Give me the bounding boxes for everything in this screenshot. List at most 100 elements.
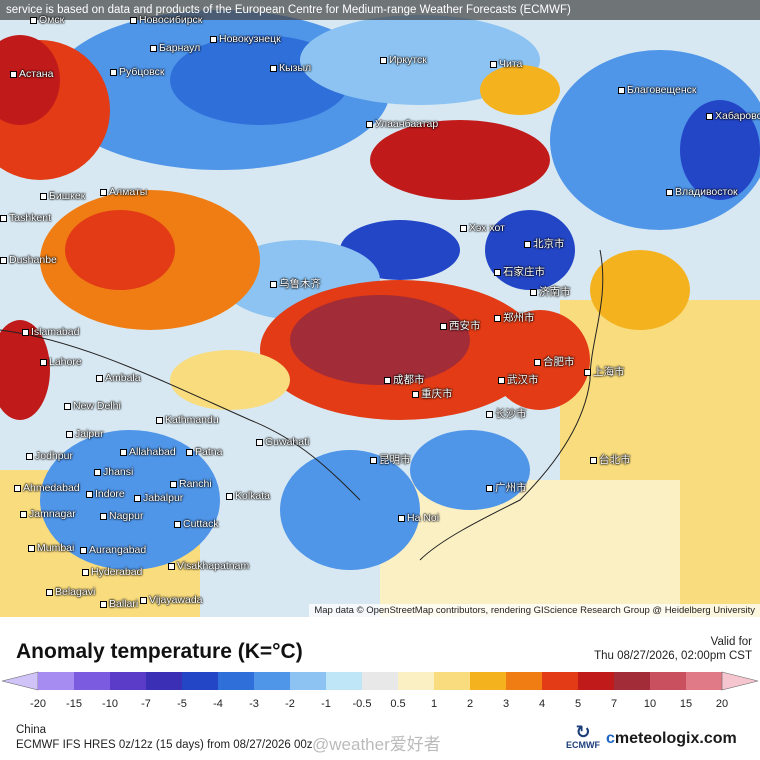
city-label: Ballari — [100, 598, 138, 610]
city-marker-icon — [28, 544, 35, 552]
city-marker-icon — [80, 546, 87, 554]
scale-tick-label: 20 — [715, 698, 729, 710]
city-marker-icon — [26, 452, 33, 460]
city-label: Belagavi — [46, 586, 95, 598]
model-run-info: ECMWF IFS HRES 0z/12z (15 days) from 08/… — [16, 739, 313, 751]
city-marker-icon — [256, 438, 263, 446]
city-marker-icon — [174, 520, 181, 528]
ecmwf-logo-icon: ↻ — [575, 722, 591, 742]
city-label: Dushanbe — [0, 254, 57, 266]
scale-tick-label: 3 — [502, 698, 510, 710]
anomaly-map-canvas — [0, 0, 760, 617]
city-marker-icon — [170, 480, 177, 488]
city-label: Хабаровск — [706, 110, 760, 122]
city-marker-icon — [64, 402, 71, 410]
city-label: Алматы — [100, 186, 147, 198]
city-label: Hyderabad — [82, 566, 142, 578]
india-cold — [40, 430, 220, 570]
tibet-mild — [170, 350, 290, 410]
city-marker-icon — [156, 416, 163, 424]
city-label: 成都市 — [384, 372, 425, 387]
scale-swatch — [146, 672, 182, 690]
city-label: Омск — [30, 14, 64, 26]
city-marker-icon — [82, 568, 89, 576]
scale-swatch — [74, 672, 110, 690]
legend-title: Anomaly temperature (K=°C) — [16, 640, 303, 663]
city-marker-icon — [66, 430, 73, 438]
scale-swatch — [650, 672, 686, 690]
city-marker-icon — [46, 588, 53, 596]
city-marker-icon — [524, 240, 531, 248]
city-label: Indore — [86, 488, 125, 500]
far-east-colder — [680, 100, 760, 200]
color-scale-bar — [1, 671, 759, 691]
scale-tick-label: -20 — [30, 698, 46, 710]
city-marker-icon — [140, 596, 147, 604]
scale-swatch — [434, 672, 470, 690]
beijing-cold — [485, 210, 575, 290]
city-label: 郑州市 — [494, 310, 535, 325]
valid-label: Valid for — [710, 636, 752, 648]
meteologix-brand-name: meteologix.com — [614, 730, 737, 747]
city-label: Ahmedabad — [14, 482, 80, 494]
chita-warm — [480, 65, 560, 115]
city-marker-icon — [22, 328, 29, 336]
city-label: Jodhpur — [26, 450, 73, 462]
city-marker-icon — [440, 322, 447, 330]
central-china-hot — [290, 295, 470, 385]
scale-swatch — [110, 672, 146, 690]
himalaya-border — [0, 329, 361, 501]
meteologix-brand[interactable]: cmeteologix.com — [606, 730, 737, 748]
city-marker-icon — [110, 68, 117, 76]
scale-tick-label: 7 — [610, 698, 618, 710]
city-marker-icon — [86, 490, 93, 498]
south-sea-anomaly — [380, 480, 680, 617]
city-label: 西安市 — [440, 318, 481, 333]
city-marker-icon — [120, 448, 127, 456]
scale-swatch — [578, 672, 614, 690]
city-marker-icon — [20, 510, 27, 518]
city-label: Vijayawada — [140, 594, 203, 606]
scale-tick-label: 0.5 — [390, 698, 406, 710]
city-label: Ha Noi — [398, 512, 439, 524]
city-label: Jabalpur — [134, 492, 183, 504]
city-marker-icon — [498, 376, 505, 384]
scale-tick-label: 4 — [538, 698, 546, 710]
city-label: Allahabad — [120, 446, 176, 458]
scale-arrow-high — [721, 671, 759, 691]
scale-tick-label: -5 — [177, 698, 187, 710]
kazakh-hot — [0, 35, 60, 125]
region-label: China — [16, 724, 47, 736]
city-marker-icon — [210, 35, 217, 43]
city-label: Чита — [490, 58, 522, 70]
scale-tick-label: -7 — [141, 698, 151, 710]
city-marker-icon — [10, 70, 17, 78]
anomaly-map[interactable]: service is based on data and products of… — [0, 0, 760, 617]
city-label: 上海市 — [584, 364, 625, 379]
city-marker-icon — [666, 188, 673, 196]
city-label: Guwahati — [256, 436, 309, 448]
scale-swatch — [362, 672, 398, 690]
city-marker-icon — [486, 410, 493, 418]
city-label: New Delhi — [64, 400, 121, 412]
city-marker-icon — [384, 376, 391, 384]
city-marker-icon — [94, 468, 101, 476]
watermark: @weather爱好者 — [312, 735, 441, 754]
city-label: Patna — [186, 446, 222, 458]
baikal-cool — [300, 15, 540, 105]
city-label: Владивосток — [666, 186, 738, 198]
city-label: Mumbai — [28, 542, 74, 554]
city-marker-icon — [494, 268, 501, 276]
city-label: 昆明市 — [370, 452, 411, 467]
city-label: Новосибирск — [130, 14, 202, 26]
city-label: Ranchi — [170, 478, 212, 490]
city-marker-icon — [14, 484, 21, 492]
city-label: 台北市 — [590, 452, 631, 467]
city-marker-icon — [530, 288, 537, 296]
scale-tick-label: -2 — [285, 698, 295, 710]
city-label: 重庆市 — [412, 386, 453, 401]
city-marker-icon — [584, 368, 591, 376]
city-label: Улаанбаатар — [366, 118, 438, 130]
scale-swatch — [290, 672, 326, 690]
city-label: Tashkent — [0, 212, 51, 224]
